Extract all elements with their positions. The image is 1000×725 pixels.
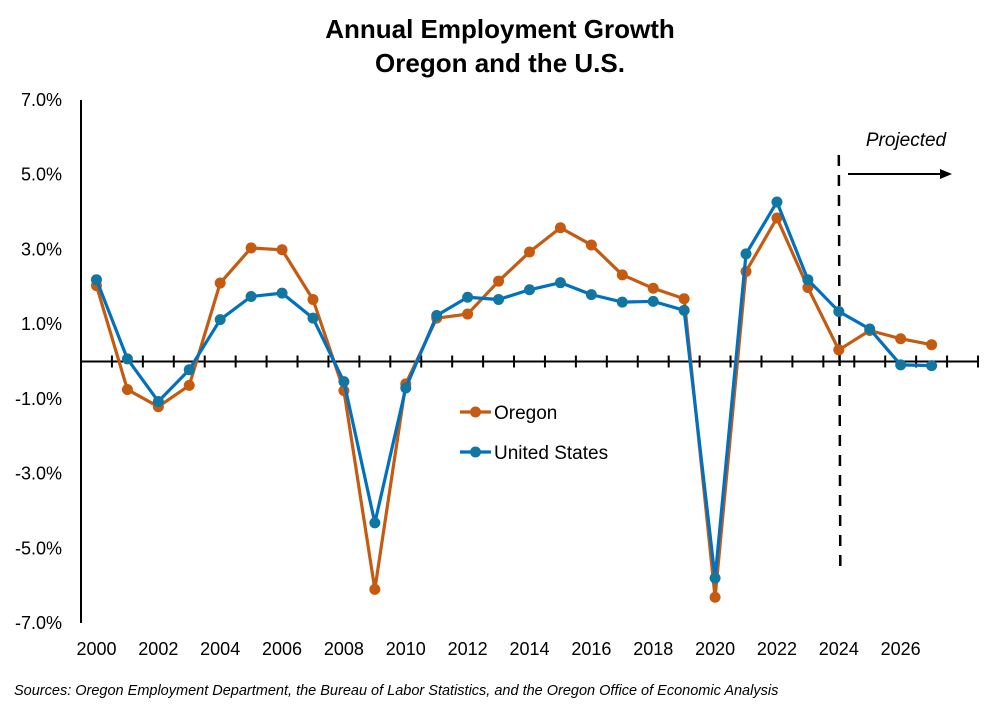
data-point [307, 312, 319, 324]
data-point [864, 323, 876, 335]
projection-annotation: Projected [837, 130, 952, 567]
data-point [833, 344, 845, 356]
data-point [462, 308, 474, 320]
x-tick-label: 2008 [324, 639, 364, 659]
data-point [895, 359, 907, 371]
data-point [462, 291, 474, 303]
x-tick-label: 2010 [386, 639, 426, 659]
x-tick-label: 2024 [819, 639, 859, 659]
data-point [183, 379, 195, 391]
projection-divider-line [837, 154, 842, 567]
data-point [369, 517, 381, 529]
y-tick-label: 3.0% [21, 239, 62, 259]
y-tick-label: 7.0% [21, 90, 62, 110]
data-point [121, 384, 133, 396]
series-layer [90, 196, 938, 603]
x-tick-label: 2016 [571, 639, 611, 659]
data-point [276, 287, 288, 299]
data-point [307, 293, 319, 305]
data-point [554, 277, 566, 289]
y-axis: 7.0% 5.0% 3.0% 1.0% -1.0% -3.0% -5.0% -7.0% [15, 90, 82, 633]
projected-arrow-head [940, 169, 952, 179]
data-point [647, 295, 659, 307]
data-point [431, 310, 443, 322]
series-line [94, 200, 932, 580]
data-point [709, 572, 721, 584]
y-tick-label: 5.0% [21, 165, 62, 185]
data-point [369, 583, 381, 595]
data-point [585, 289, 597, 301]
data-point [183, 364, 195, 376]
data-point [926, 360, 938, 372]
data-point [709, 591, 721, 603]
source-note: Sources: Oregon Employment Department, t… [14, 683, 779, 699]
x-tick-label: 2020 [695, 639, 735, 659]
data-point [926, 339, 938, 351]
data-point [90, 274, 102, 286]
projected-label: Projected [866, 130, 948, 151]
legend-entry: Oregon [460, 403, 557, 424]
legend-entry: United States [460, 443, 608, 464]
data-point [616, 269, 628, 281]
data-point [740, 248, 752, 260]
legend-marker-swatch [470, 406, 481, 418]
x-tick-label: 2006 [262, 639, 302, 659]
data-point [276, 244, 288, 256]
chart-title-line-2: Oregon and the U.S. [375, 48, 625, 78]
series-line [94, 216, 932, 599]
y-tick-label: -1.0% [15, 389, 62, 409]
data-point [524, 284, 535, 296]
data-point [245, 290, 257, 302]
series-united-states [90, 196, 938, 584]
x-tick-label: 2018 [633, 639, 673, 659]
y-tick-label: 1.0% [21, 314, 62, 334]
data-point [678, 293, 690, 305]
data-point [338, 376, 350, 388]
legend: Oregon United States [460, 403, 608, 464]
x-tick-label: 2014 [509, 639, 549, 659]
data-point [214, 314, 226, 326]
data-point [647, 282, 659, 294]
legend-label: Oregon [494, 403, 557, 424]
data-point [616, 296, 628, 308]
data-point [152, 395, 164, 407]
data-point [585, 239, 597, 251]
data-point [493, 293, 505, 305]
series-oregon [90, 212, 938, 603]
x-tick-label: 2022 [757, 639, 797, 659]
y-tick-label: -3.0% [15, 464, 62, 484]
x-tick-label: 2000 [76, 639, 116, 659]
legend-label: United States [494, 443, 608, 464]
x-tick-label: 2026 [881, 639, 921, 659]
legend-marker-swatch [470, 446, 481, 458]
data-point [771, 196, 783, 208]
data-point [245, 242, 257, 254]
chart-title-line-1: Annual Employment Growth [325, 14, 675, 44]
y-tick-label: -7.0% [15, 613, 62, 633]
data-point [895, 333, 907, 345]
x-tick-label: 2002 [138, 639, 178, 659]
data-point [802, 274, 814, 286]
x-tick-label: 2004 [200, 639, 240, 659]
data-point [678, 304, 690, 316]
y-tick-label: -5.0% [15, 538, 62, 558]
x-tick-label: 2012 [448, 639, 488, 659]
data-point [121, 353, 133, 365]
data-point [554, 222, 566, 234]
data-point [833, 305, 845, 317]
data-point [214, 277, 226, 289]
x-axis: 2000 2002 2004 2006 2008 2010 2012 2014 2016 2018… [76, 355, 979, 659]
data-point [771, 212, 783, 224]
data-point [524, 246, 535, 258]
data-point [493, 275, 505, 287]
data-point [400, 382, 412, 394]
